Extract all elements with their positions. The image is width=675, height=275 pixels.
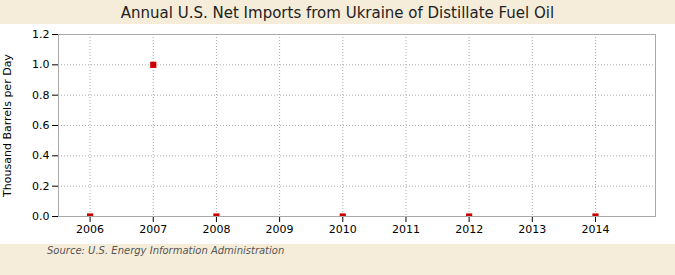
svg-text:0.4: 0.4 bbox=[32, 149, 50, 162]
html-text:Source: U.S. Energy Informatio: Source: U.S. Energy Information Administ… bbox=[47, 245, 285, 256]
svg-text:2010: 2010 bbox=[329, 223, 357, 236]
svg-text:1.2: 1.2 bbox=[32, 28, 50, 41]
svg-text:2012: 2012 bbox=[455, 223, 483, 236]
svg-text:2007: 2007 bbox=[139, 223, 167, 236]
svg-text:1.0: 1.0 bbox=[32, 58, 50, 71]
svg-text:Thousand Barrels per Day: Thousand Barrels per Day bbox=[1, 54, 14, 198]
html-text:Annual U.S. Net Imports from U: Annual U.S. Net Imports from Ukraine of … bbox=[120, 4, 555, 22]
svg-text:0.8: 0.8 bbox=[32, 89, 50, 102]
svg-text:2008: 2008 bbox=[202, 223, 230, 236]
svg-text:2011: 2011 bbox=[392, 223, 420, 236]
svg-text:0.2: 0.2 bbox=[32, 180, 50, 193]
svg-text:2013: 2013 bbox=[518, 223, 546, 236]
svg-text:2009: 2009 bbox=[266, 223, 294, 236]
svg-text:2014: 2014 bbox=[581, 223, 609, 236]
svg-text:2006: 2006 bbox=[76, 223, 104, 236]
svg-text:0.0: 0.0 bbox=[32, 210, 50, 223]
svg-text:0.6: 0.6 bbox=[32, 119, 50, 132]
